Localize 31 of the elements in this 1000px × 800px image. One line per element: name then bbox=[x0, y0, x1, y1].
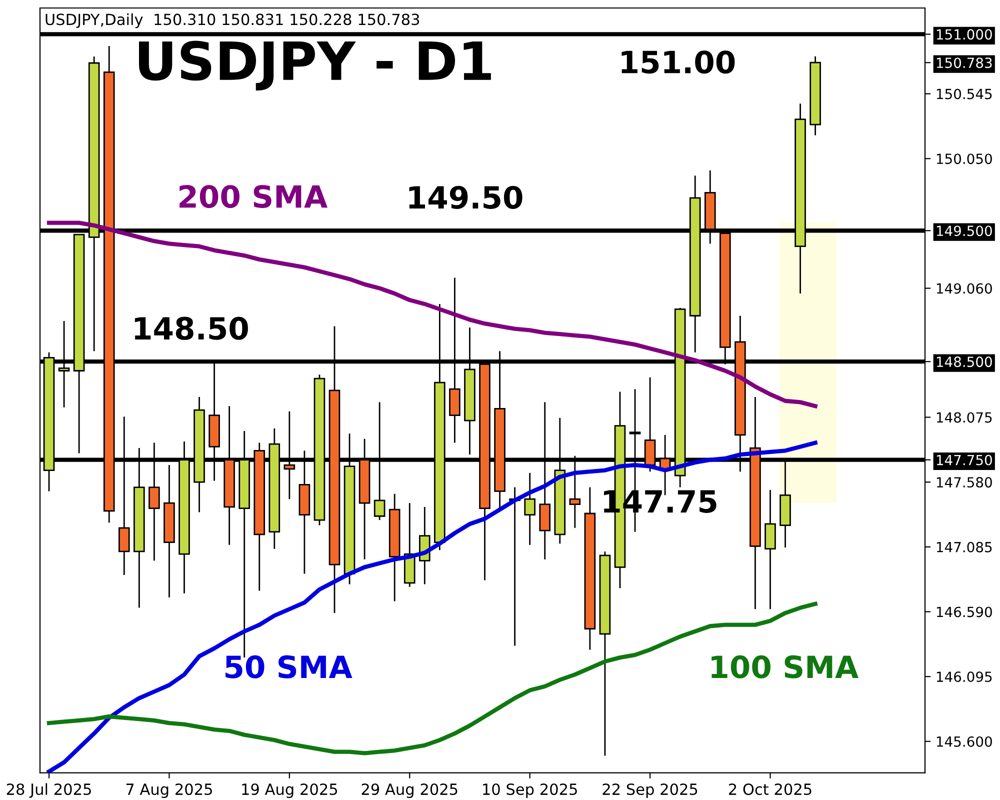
y-tick-label: 149.500 bbox=[936, 226, 992, 236]
ref-line-label: 151.00 bbox=[622, 50, 735, 74]
ref-line-label: 148.50 bbox=[134, 316, 248, 340]
y-tick-label: 146.590 bbox=[936, 606, 992, 618]
x-tick-label: 28 Jul 2025 bbox=[6, 783, 91, 798]
y-tick-label: 148.075 bbox=[936, 412, 992, 423]
line-series bbox=[46, 220, 818, 408]
x-tick-label: 10 Sep 2025 bbox=[483, 783, 577, 798]
y-tick-label: 150.783 bbox=[936, 58, 992, 68]
y-tick-label: 150.050 bbox=[936, 154, 992, 164]
series-label: 200 SMA bbox=[180, 184, 328, 208]
y-tick-label: 146.095 bbox=[936, 672, 992, 682]
y-tick-label: 149.060 bbox=[936, 283, 992, 294]
y-tick-label: 150.545 bbox=[936, 88, 992, 100]
text: USDJPY - D1 bbox=[139, 40, 491, 90]
y-tick-label: 147.085 bbox=[936, 542, 992, 552]
x-tick-label: 22 Sep 2025 bbox=[602, 783, 698, 798]
y-tick-label: 147.750 bbox=[936, 454, 992, 466]
candlestick bbox=[524, 472, 536, 546]
y-tick-label: 147.580 bbox=[936, 477, 992, 488]
ref-line-label: 149.50 bbox=[409, 186, 522, 209]
x-tick-label: 7 Aug 2025 bbox=[126, 783, 212, 798]
chart-subtitle: USDJPY,Daily 150.310 150.831 150.228 150.783 bbox=[46, 13, 420, 28]
y-tick-label: 145.600 bbox=[936, 736, 992, 747]
series-label: 100 SMA bbox=[712, 655, 858, 678]
y-tick-label: 151.000 bbox=[936, 29, 992, 40]
series-label: 50 SMA bbox=[226, 655, 352, 678]
y-tick-label: 148.500 bbox=[936, 356, 992, 368]
x-tick-label: 2 Oct 2025 bbox=[728, 783, 812, 796]
x-tick-label: 19 Aug 2025 bbox=[242, 783, 338, 798]
x-tick-label: 29 Aug 2025 bbox=[362, 783, 458, 798]
